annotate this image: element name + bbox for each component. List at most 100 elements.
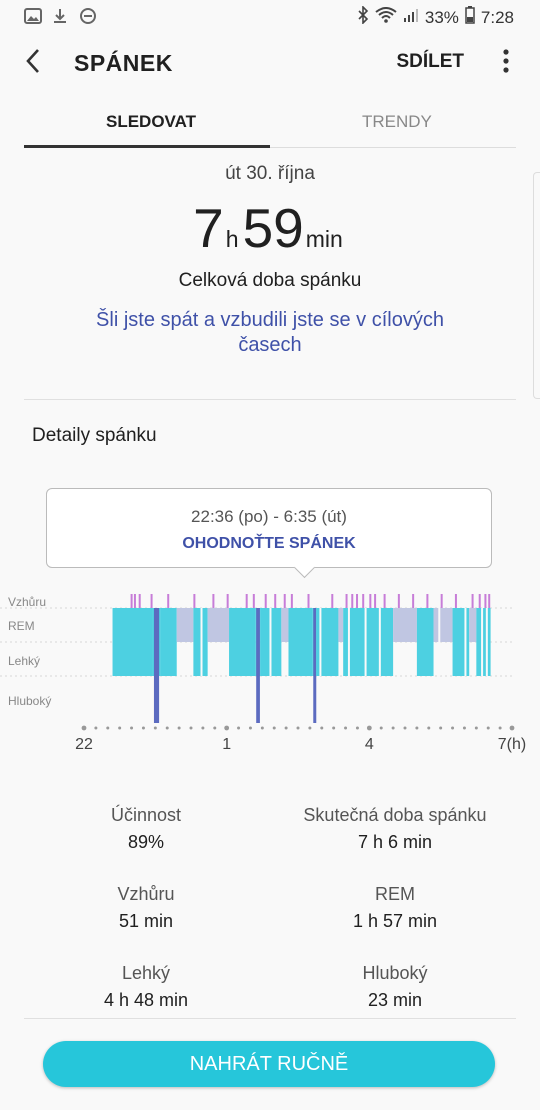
x-tick-label: 1 <box>222 736 231 753</box>
awake-mark <box>478 594 481 608</box>
stage-label: Hluboký <box>8 694 51 708</box>
axis-dot <box>486 726 490 730</box>
awake-mark <box>138 594 141 608</box>
light-sleep-segment <box>229 608 256 676</box>
rem-sleep-segment <box>176 608 194 642</box>
stat-label: Účinnost <box>110 805 182 825</box>
stat-value: 23 min <box>367 990 423 1010</box>
axis-dot <box>355 726 359 730</box>
light-sleep-segment <box>112 608 153 676</box>
awake-mark <box>283 594 286 608</box>
axis-dot <box>427 726 431 730</box>
tab-trends[interactable]: TRENDY <box>362 112 432 131</box>
axis-dot <box>308 726 312 730</box>
axis-dot <box>189 726 193 730</box>
axis-dot <box>379 726 383 730</box>
light-sleep-segment <box>316 608 339 676</box>
light-sleep-segment <box>160 608 177 676</box>
sleep-time-callout: 22:36 (po) - 6:35 (út) OHODNOŤTE SPÁNEK <box>46 488 492 579</box>
axis-dot <box>320 726 324 730</box>
tab-track[interactable]: SLEDOVAT <box>106 112 197 131</box>
axis-dot <box>296 726 300 730</box>
axis-dot <box>165 726 169 730</box>
stage-gap <box>319 608 322 676</box>
stage-gap <box>485 608 488 676</box>
stat-rem: REM 1 h 57 min <box>265 884 525 932</box>
deep-sleep-segment <box>313 608 317 723</box>
x-tick-label: 4 <box>365 736 374 753</box>
axis-dot <box>153 726 157 730</box>
awake-mark <box>362 594 365 608</box>
rate-sleep-link[interactable]: OHODNOŤTE SPÁNEK <box>182 535 356 552</box>
stat-awake: Vzhůru 51 min <box>16 884 276 932</box>
awake-mark <box>290 594 293 608</box>
stat-label: Skutečná doba spánku <box>303 805 487 825</box>
awake-mark <box>345 594 348 608</box>
rem-sleep-segment <box>433 608 453 642</box>
x-tick-label: 22 <box>75 736 93 753</box>
stat-label: Lehký <box>121 963 171 983</box>
rem-sleep-segment <box>469 608 477 642</box>
axis-dot <box>474 726 478 730</box>
rem-sleep-segment <box>281 608 289 642</box>
record-manually-button[interactable]: NAHRÁT RUČNĚ <box>43 1041 495 1087</box>
app-bar: SPÁNEK SDÍLET <box>0 34 540 96</box>
back-button[interactable] <box>22 46 52 82</box>
rem-sleep-segment <box>207 608 230 642</box>
download-icon <box>52 8 70 24</box>
signal-icon <box>403 7 419 28</box>
stat-label: Vzhůru <box>117 884 175 904</box>
stage-gap <box>481 608 484 676</box>
stage-gap <box>269 608 272 676</box>
axis-dot <box>498 726 502 730</box>
tab-bar: SLEDOVAT TRENDY <box>24 100 516 148</box>
light-sleep-segment <box>416 608 434 676</box>
axis-dot <box>213 726 217 730</box>
awake-mark <box>212 594 215 608</box>
total-sleep-label: Celková doba spánku <box>178 270 362 291</box>
stat-label: REM <box>375 884 415 904</box>
stage-gap <box>364 608 367 676</box>
more-vert-icon <box>503 49 509 73</box>
stage-gap <box>200 608 203 676</box>
callout-pointer <box>293 556 316 579</box>
axis-dot <box>462 726 466 730</box>
image-notification-icon <box>24 8 42 24</box>
awake-mark <box>356 594 359 608</box>
battery-percent: 33% <box>424 7 459 27</box>
sleep-stage-chart: Vzhůru REM Lehký Hluboký 22 1 4 7(h) <box>0 590 540 760</box>
goal-message: Šli jste spát a vzbudili jste se v cílov… <box>96 309 444 356</box>
hours-unit: h <box>225 226 239 252</box>
axis-dot <box>332 726 336 730</box>
awake-mark <box>193 594 196 608</box>
awake-mark <box>167 594 170 608</box>
minutes-value: 59 <box>242 197 304 259</box>
sleep-stage-svg: Vzhůru REM Lehký Hluboký 22 1 4 7(h) <box>0 594 526 753</box>
axis-dot <box>248 726 252 730</box>
awake-mark <box>484 594 487 608</box>
minutes-unit: min <box>305 226 343 252</box>
scroll-indicator <box>533 172 540 399</box>
rem-sleep-segment <box>393 608 417 642</box>
stat-efficiency: Účinnost 89% <box>16 805 276 853</box>
more-options-button[interactable] <box>502 48 510 80</box>
axis-dot <box>141 726 145 730</box>
awake-mark <box>351 594 354 608</box>
deep-sleep-segment <box>256 608 260 723</box>
tab-indicator <box>24 145 270 148</box>
total-sleep-duration: 7h59min <box>0 196 540 260</box>
awake-mark <box>397 594 400 608</box>
share-button[interactable]: SDÍLET <box>396 51 464 72</box>
axis-dot <box>224 725 230 731</box>
axis-dot <box>451 726 455 730</box>
awake-mark <box>252 594 255 608</box>
awake-mark <box>130 594 133 608</box>
axis-dot <box>415 726 419 730</box>
stage-gap <box>378 608 381 676</box>
x-tick-label: 7(h) <box>498 736 526 753</box>
axis-dot <box>509 725 515 731</box>
stat-actual-sleep: Skutečná doba spánku 7 h 6 min <box>265 805 525 853</box>
sleep-date: út 30. října <box>225 163 315 184</box>
axis-dot <box>201 726 205 730</box>
awake-mark <box>471 594 474 608</box>
